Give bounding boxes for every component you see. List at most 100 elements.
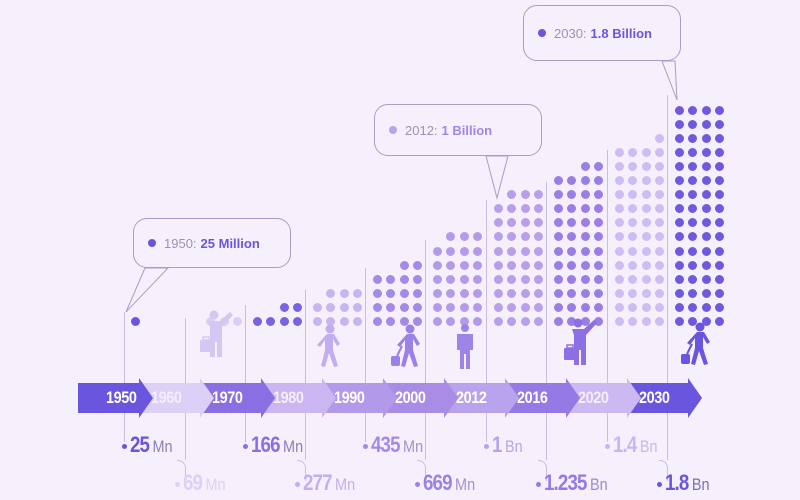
population-dot bbox=[459, 232, 469, 242]
population-dot bbox=[654, 232, 664, 242]
population-dot bbox=[628, 147, 638, 157]
population-dot bbox=[533, 317, 543, 326]
population-dot bbox=[701, 176, 711, 185]
population-dot bbox=[593, 260, 603, 270]
population-dot bbox=[472, 274, 482, 284]
population-dot bbox=[520, 232, 530, 242]
callout-value: 1.8 Billion bbox=[590, 25, 652, 41]
population-dot bbox=[641, 302, 651, 312]
population-dot bbox=[714, 302, 724, 312]
population-dot bbox=[533, 190, 543, 200]
population-dot bbox=[580, 260, 590, 270]
population-dot bbox=[688, 288, 698, 298]
population-dot bbox=[654, 260, 664, 270]
population-dot bbox=[580, 190, 590, 200]
walking-person-icon bbox=[310, 324, 346, 373]
population-dot bbox=[386, 317, 396, 326]
population-dot bbox=[554, 190, 563, 200]
population-dot bbox=[580, 302, 590, 312]
population-dot bbox=[266, 317, 276, 326]
population-dot bbox=[494, 302, 503, 312]
population-dot bbox=[533, 260, 543, 270]
population-dot bbox=[628, 317, 638, 326]
population-dot bbox=[615, 274, 624, 284]
population-dot bbox=[688, 133, 698, 143]
standing-person-icon bbox=[453, 324, 477, 375]
population-dot bbox=[232, 317, 242, 326]
population-dot bbox=[641, 218, 651, 228]
callout-2012: 2012: 1 Billion bbox=[374, 104, 542, 156]
population-dot bbox=[675, 105, 684, 115]
population-dot bbox=[654, 218, 664, 228]
value-leader bbox=[425, 412, 426, 460]
population-dot bbox=[567, 317, 577, 326]
population-dot bbox=[446, 232, 456, 242]
population-dot bbox=[520, 246, 530, 256]
population-dot bbox=[688, 147, 698, 157]
population-dot bbox=[628, 302, 638, 312]
value-leader bbox=[185, 412, 186, 460]
population-dot bbox=[654, 161, 664, 171]
population-dot bbox=[714, 288, 724, 298]
population-dot bbox=[459, 317, 469, 326]
population-dot bbox=[580, 204, 590, 214]
population-dot bbox=[714, 161, 724, 171]
population-dot bbox=[446, 274, 456, 284]
population-dot bbox=[688, 274, 698, 284]
value-unit: Mn bbox=[152, 437, 173, 456]
value-unit: Mn bbox=[403, 437, 424, 456]
population-dot bbox=[131, 317, 140, 326]
value-marker-dot bbox=[605, 444, 610, 449]
population-dot bbox=[701, 147, 711, 157]
value-leader bbox=[607, 412, 608, 442]
population-dot bbox=[615, 161, 624, 171]
population-dot bbox=[675, 302, 684, 312]
population-dot bbox=[494, 288, 503, 298]
population-dot bbox=[520, 302, 530, 312]
value-leader-curve bbox=[417, 460, 426, 481]
year-label: 2020 bbox=[578, 388, 609, 407]
population-dot bbox=[567, 274, 577, 284]
value-number: 277 bbox=[303, 470, 333, 495]
callout-value: 25 Million bbox=[200, 235, 260, 251]
population-dot bbox=[339, 302, 349, 312]
value-unit: Bn bbox=[504, 437, 523, 456]
value-leader bbox=[365, 412, 366, 442]
population-dot bbox=[615, 176, 624, 185]
population-dot bbox=[654, 317, 664, 326]
population-dot bbox=[433, 302, 442, 312]
population-dot bbox=[386, 288, 396, 298]
value-marker-dot bbox=[243, 444, 248, 449]
population-dot bbox=[386, 274, 396, 284]
population-dot bbox=[567, 260, 577, 270]
population-dot bbox=[472, 232, 482, 242]
population-dot bbox=[554, 260, 563, 270]
traveler-with-luggage-icon bbox=[390, 324, 426, 373]
population-dot bbox=[593, 317, 603, 326]
population-dot bbox=[675, 288, 684, 298]
value-label-2020: 1.4 Bn bbox=[613, 432, 658, 458]
businessman-waving-icon bbox=[200, 310, 234, 363]
population-dot bbox=[675, 147, 684, 157]
population-dot bbox=[326, 288, 336, 298]
value-number: 435 bbox=[371, 432, 401, 457]
population-dot bbox=[688, 204, 698, 214]
population-dot bbox=[593, 302, 603, 312]
population-dot bbox=[688, 176, 698, 185]
population-dot bbox=[641, 147, 651, 157]
population-dot bbox=[459, 302, 469, 312]
year-label: 2000 bbox=[395, 388, 426, 407]
population-dot bbox=[554, 176, 563, 185]
population-dot bbox=[554, 288, 563, 298]
population-dot bbox=[412, 274, 422, 284]
population-dot bbox=[472, 302, 482, 312]
population-dot bbox=[412, 317, 422, 326]
year-label: 2030 bbox=[639, 388, 670, 407]
population-dot bbox=[654, 302, 664, 312]
population-dot bbox=[472, 317, 482, 326]
population-dot bbox=[326, 302, 336, 312]
population-dot bbox=[507, 246, 517, 256]
population-dot bbox=[412, 260, 422, 270]
population-dot bbox=[615, 317, 624, 326]
value-unit: Bn bbox=[691, 475, 710, 494]
